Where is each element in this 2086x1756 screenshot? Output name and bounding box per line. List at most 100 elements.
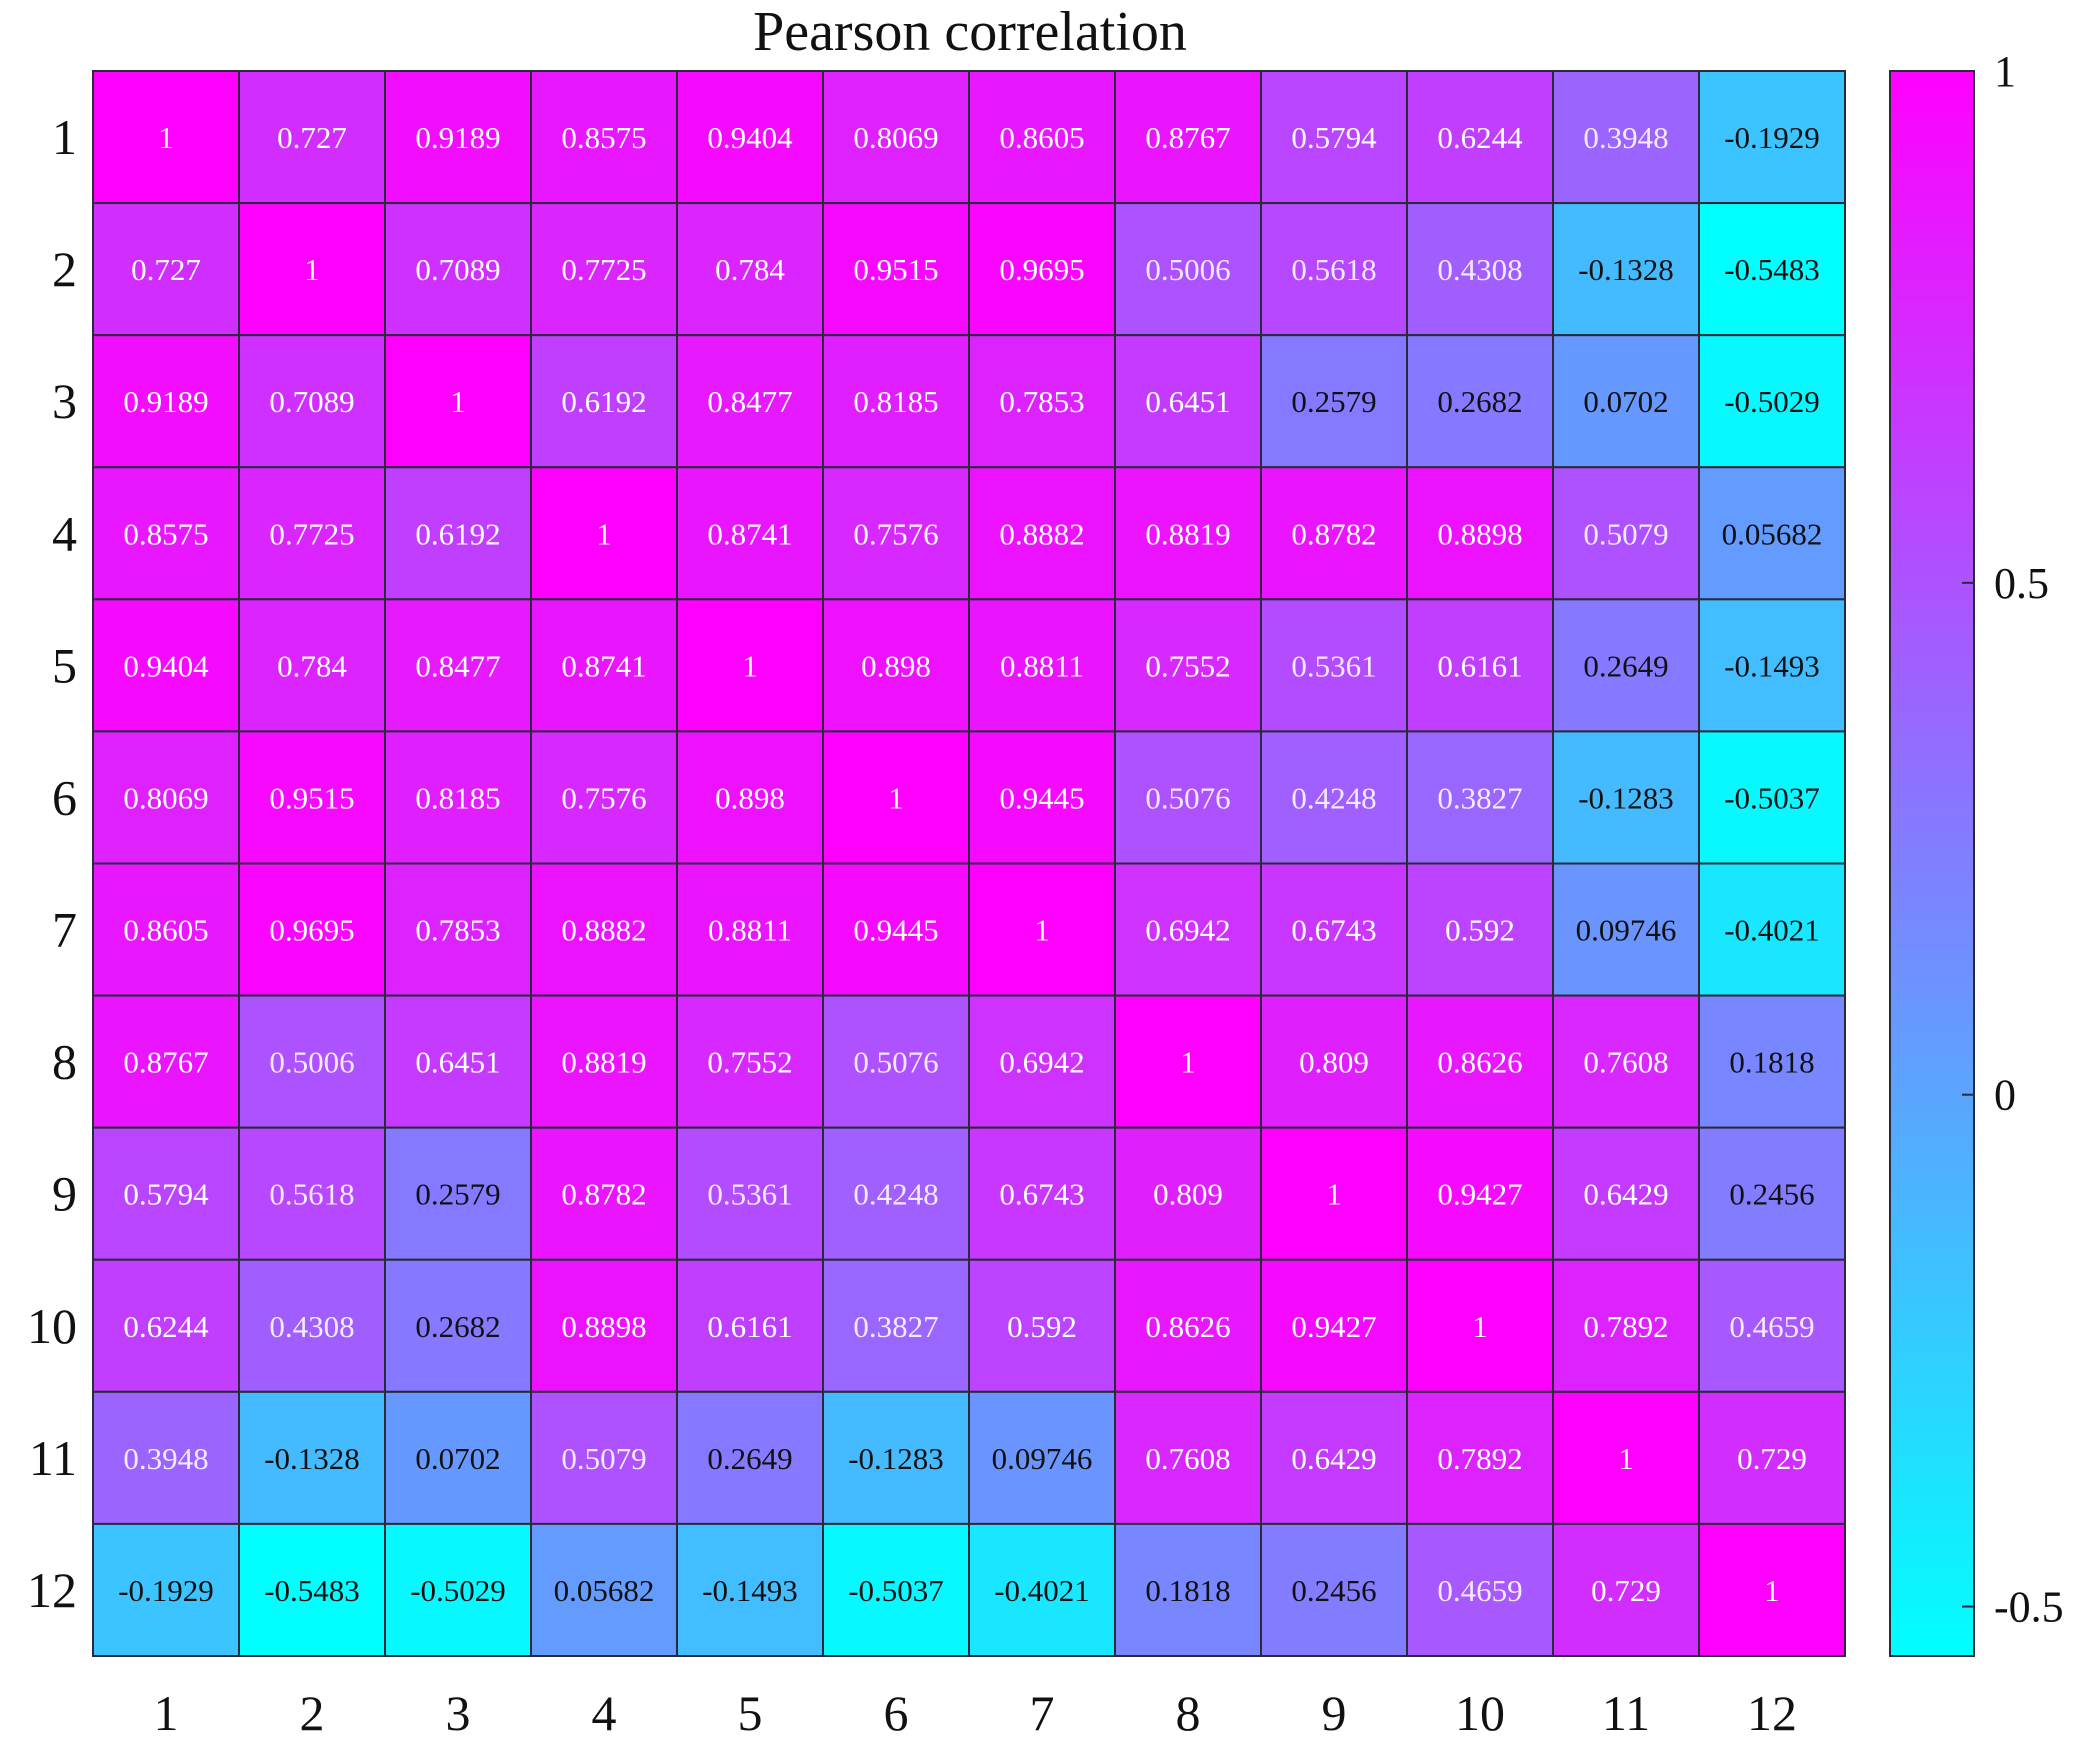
cell-value-r6-c10: 0.3827 [1437, 780, 1522, 815]
cell-value-r7-c9: 0.6743 [1291, 913, 1376, 948]
cell-value-r7-c12: -0.4021 [1724, 913, 1820, 948]
heatmap-cell-r5-c5 [676, 598, 824, 733]
cell-value-r6-c12: -0.5037 [1724, 780, 1820, 815]
cell-value-r10-c2: 0.4308 [269, 1309, 354, 1344]
x-tick-label-2: 2 [300, 1685, 325, 1741]
colorbar-gradient [1889, 70, 1975, 1657]
cell-value-r11-c10: 0.7892 [1437, 1441, 1522, 1476]
heatmap-cell-r1-c6 [822, 70, 970, 205]
cell-value-r10-c12: 0.4659 [1729, 1309, 1814, 1344]
cell-value-r1-c2: 0.727 [277, 120, 347, 155]
heatmap-cell-r2-c10 [1406, 202, 1554, 337]
heatmap-cell-r12-c3 [384, 1522, 532, 1657]
y-tick-label-4: 4 [52, 505, 77, 561]
cell-value-r12-c8: 0.1818 [1145, 1573, 1230, 1608]
cell-value-r5-c12: -0.1493 [1724, 648, 1820, 683]
heatmap-cell-r2-c11 [1552, 202, 1700, 337]
heatmap-cell-r1-c4 [530, 70, 678, 205]
x-tick-label-12: 12 [1747, 1685, 1797, 1741]
y-tick-label-10: 10 [27, 1298, 77, 1354]
x-tick-label-11: 11 [1602, 1685, 1650, 1741]
y-tick-label-9: 9 [52, 1166, 77, 1222]
heatmap-cell-r6-c1 [92, 730, 240, 865]
heatmap-cell-r7-c4 [530, 862, 678, 997]
cell-value-r9-c7: 0.6743 [999, 1177, 1084, 1212]
cell-value-r3-c10: 0.2682 [1437, 384, 1522, 419]
heatmap-cell-r8-c10 [1406, 994, 1554, 1129]
cell-value-r9-c9: 1 [1326, 1177, 1342, 1212]
heatmap-cell-r11-c11 [1552, 1390, 1700, 1525]
heatmap-cell-r11-c4 [530, 1390, 678, 1525]
x-tick-label-5: 5 [738, 1685, 763, 1741]
cell-value-r12-c12: 1 [1764, 1573, 1780, 1608]
cell-value-r9-c3: 0.2579 [415, 1177, 500, 1212]
cell-value-r5-c2: 0.784 [277, 648, 347, 683]
cell-value-r8-c11: 0.7608 [1583, 1045, 1668, 1080]
heatmap-cell-r12-c5 [676, 1522, 824, 1657]
heatmap-cell-r12-c10 [1406, 1522, 1554, 1657]
x-tick-label-8: 8 [1176, 1685, 1201, 1741]
cell-value-r2-c12: -0.5483 [1724, 252, 1820, 287]
cell-value-r2-c2: 1 [304, 252, 320, 287]
cell-value-r9-c8: 0.809 [1153, 1177, 1223, 1212]
cell-value-r7-c10: 0.592 [1445, 913, 1515, 948]
cell-value-r10-c7: 0.592 [1007, 1309, 1077, 1344]
cell-value-r1-c5: 0.9404 [707, 120, 793, 155]
cell-value-r2-c1: 0.727 [131, 252, 201, 287]
cell-value-r10-c8: 0.8626 [1145, 1309, 1230, 1344]
heatmap-cell-r3-c3 [384, 334, 532, 469]
heatmap-cell-r6-c9 [1260, 730, 1408, 865]
cell-value-r4-c3: 0.6192 [415, 516, 500, 551]
heatmap-cell-r1-c8 [1114, 70, 1262, 205]
colorbar-tick-label-3: 0 [1994, 1071, 2016, 1120]
cell-value-r9-c12: 0.2456 [1729, 1177, 1814, 1212]
cell-value-r5-c8: 0.7552 [1145, 648, 1230, 683]
heatmap-cell-r12-c6 [822, 1522, 970, 1657]
cell-value-r8-c3: 0.6451 [415, 1045, 500, 1080]
cell-value-r3-c12: -0.5029 [1724, 384, 1820, 419]
y-tick-label-3: 3 [52, 373, 77, 429]
cell-value-r3-c11: 0.0702 [1583, 384, 1668, 419]
heatmap-cell-r4-c6 [822, 466, 970, 601]
cell-value-r11-c9: 0.6429 [1291, 1441, 1376, 1476]
heatmap-cell-r6-c7 [968, 730, 1116, 865]
heatmap-cell-r2-c4 [530, 202, 678, 337]
heatmap-cell-r2-c9 [1260, 202, 1408, 337]
cell-value-r7-c3: 0.7853 [415, 913, 500, 948]
heatmap-cell-r8-c5 [676, 994, 824, 1129]
cell-value-r8-c5: 0.7552 [707, 1045, 792, 1080]
cell-value-r12-c4: 0.05682 [554, 1573, 655, 1608]
heatmap-cells: 1 0.727 0.9189 0.8575 0.9404 0.8069 0.8605 0.87… [92, 70, 1846, 1657]
heatmap-cell-r5-c7 [968, 598, 1116, 733]
cell-value-r1-c1: 1 [158, 120, 174, 155]
cell-value-r3-c7: 0.7853 [999, 384, 1084, 419]
cell-value-r2-c8: 0.5006 [1145, 252, 1230, 287]
cell-value-r4-c10: 0.8898 [1437, 516, 1522, 551]
cell-value-r4-c4: 1 [596, 516, 612, 551]
cell-value-r7-c1: 0.8605 [123, 913, 208, 948]
cell-value-r5-c11: 0.2649 [1583, 648, 1668, 683]
heatmap-cell-r11-c6 [822, 1390, 970, 1525]
heatmap-cell-r8-c3 [384, 994, 532, 1129]
colorbar: 1 0.5 0 -0.5 [1889, 47, 2064, 1657]
heatmap-cell-r6-c12 [1698, 730, 1846, 865]
cell-value-r11-c4: 0.5079 [561, 1441, 646, 1476]
y-tick-label-12: 12 [27, 1562, 77, 1618]
heatmap-cell-r11-c8 [1114, 1390, 1262, 1525]
cell-value-r4-c9: 0.8782 [1291, 516, 1376, 551]
cell-value-r7-c4: 0.8882 [561, 913, 646, 948]
cell-value-r9-c2: 0.5618 [269, 1177, 354, 1212]
y-tick-label-7: 7 [52, 902, 77, 958]
cell-value-r8-c4: 0.8819 [561, 1045, 646, 1080]
cell-value-r11-c3: 0.0702 [415, 1441, 500, 1476]
heatmap-cell-r2-c7 [968, 202, 1116, 337]
cell-value-r6-c6: 1 [888, 780, 904, 815]
cell-value-r11-c2: -0.1328 [264, 1441, 360, 1476]
x-axis-ticks: 1 2 3 4 5 6 7 8 9 10 11 12 [154, 1685, 1798, 1741]
heatmap-cell-r6-c8 [1114, 730, 1262, 865]
heatmap-cell-r3-c1 [92, 334, 240, 469]
cell-value-r9-c10: 0.9427 [1437, 1177, 1522, 1212]
cell-value-r2-c10: 0.4308 [1437, 252, 1522, 287]
heatmap-cell-r8-c7 [968, 994, 1116, 1129]
heatmap-cell-r7-c1 [92, 862, 240, 997]
